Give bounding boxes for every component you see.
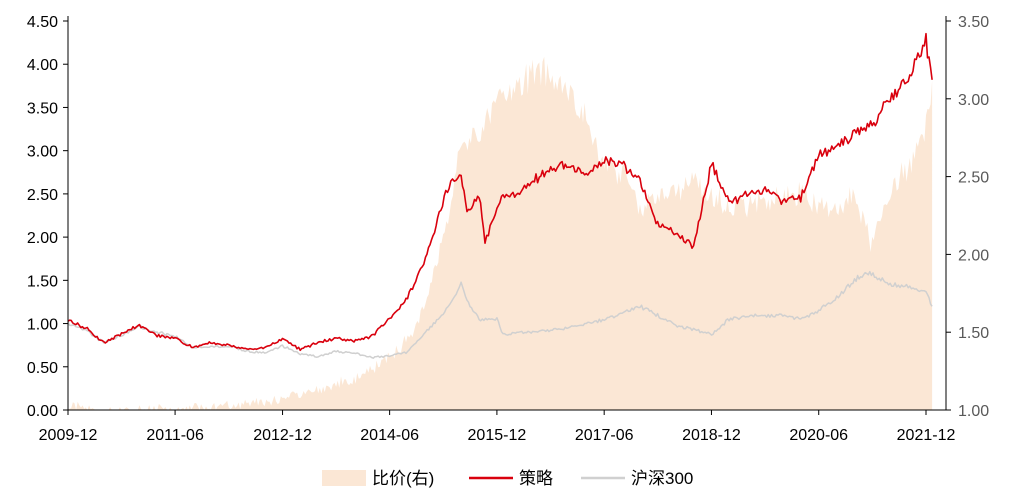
legend-item: 策略 [469,469,553,488]
y-left-tick-label: 1.00 [27,317,58,334]
series-area-ratio [68,56,933,411]
y-right-tick-label: 1.00 [958,403,989,420]
x-tick-label: 2011-06 [146,427,204,444]
y-right-tick-label: 2.00 [958,247,989,264]
y-left-tick-label: 1.50 [27,273,58,290]
legend-label: 比价(右) [372,469,434,488]
tick-labels: 0.00 0.50 1.00 1.50 2.00 2.50 3.00 3.50 4.00 4.50… [27,14,989,444]
legend-item: 比价(右) [322,469,434,488]
series-line-strategy [67,32,933,352]
legend-label: 沪深300 [631,469,693,488]
y-right-tick-label: 3.50 [958,14,989,31]
y-left-tick-label: 2.50 [27,187,58,204]
ratio-area-layer [68,56,933,411]
x-tick-label: 2018-12 [682,427,741,444]
y-left-tick-label: 4.00 [27,57,58,74]
axes [63,16,951,415]
line-layer [67,32,933,359]
y-left-tick-label: 2.00 [27,230,58,247]
x-tick-label: 2017-06 [575,427,634,444]
y-left-tick-label: 0.50 [27,360,58,377]
x-tick-label: 2012-12 [253,427,312,444]
y-left-tick-label: 0.00 [27,403,58,420]
x-tick-label: 2014-06 [360,427,419,444]
x-tick-label: 2021-12 [897,427,956,444]
y-left-tick-label: 3.50 [27,100,58,117]
x-tick-label: 2015-12 [468,427,527,444]
x-tick-label: 2020-06 [789,427,848,444]
x-tick-label: 2009-12 [39,427,98,444]
y-left-tick-label: 4.50 [27,14,58,31]
y-right-tick-label: 1.50 [958,325,989,342]
y-right-tick-label: 2.50 [958,170,989,187]
y-left-tick-label: 3.00 [27,144,58,161]
legend-item: 沪深300 [581,469,693,488]
series-line-hs300 [67,270,933,359]
legend-label: 策略 [519,469,553,488]
y-right-tick-label: 3.00 [958,92,989,109]
legend-swatch-area [322,470,366,486]
legend: 比价(右) 策略 沪深300 [322,469,693,488]
